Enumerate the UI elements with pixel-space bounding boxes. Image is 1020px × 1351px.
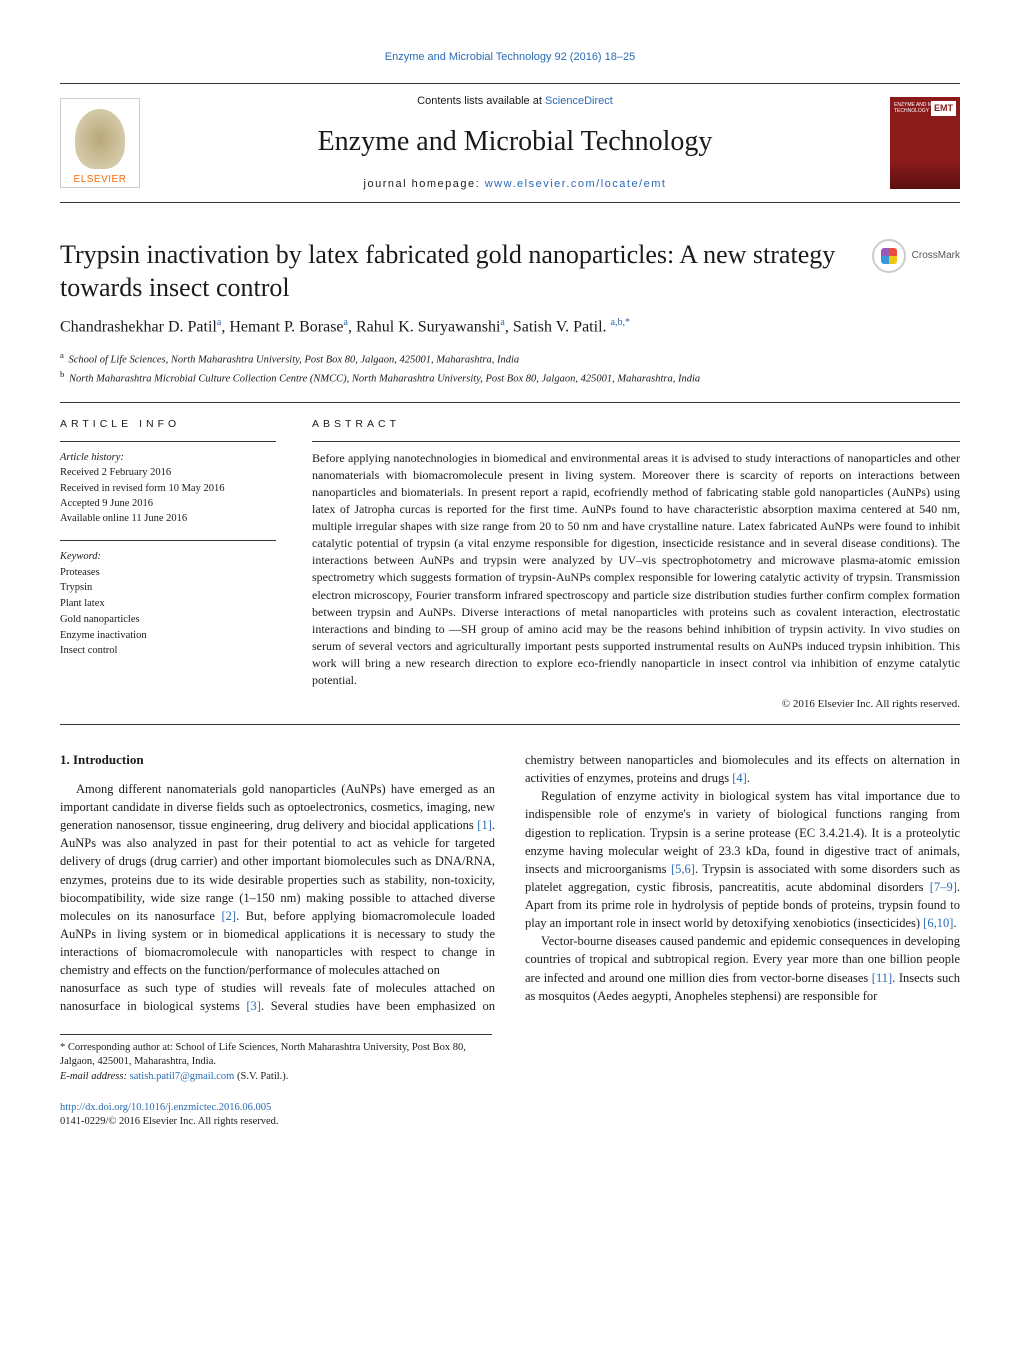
title-row: Trypsin inactivation by latex fabricated… — [60, 239, 960, 304]
abstract-label: ABSTRACT — [312, 417, 960, 432]
citation-link[interactable]: [3] — [246, 999, 261, 1013]
rule — [60, 402, 960, 403]
article-title: Trypsin inactivation by latex fabricated… — [60, 239, 872, 304]
email-line: E-mail address: satish.patil7@gmail.com … — [60, 1070, 492, 1085]
citation-link[interactable]: [5,6] — [671, 862, 695, 876]
history-line: Received 2 February 2016 — [60, 465, 276, 480]
homepage-prefix: journal homepage: — [364, 178, 485, 190]
crossmark-badge[interactable]: CrossMark — [872, 239, 960, 273]
history-line: Available online 11 June 2016 — [60, 511, 276, 526]
citation-link[interactable]: [7–9] — [930, 880, 957, 894]
email-link[interactable]: satish.patil7@gmail.com — [130, 1071, 235, 1082]
abstract-column: ABSTRACT Before applying nanotechnologie… — [312, 417, 960, 713]
rule — [60, 441, 276, 442]
citation-link[interactable]: [2] — [221, 909, 236, 923]
contents-prefix: Contents lists available at — [417, 95, 545, 107]
doi-block: http://dx.doi.org/10.1016/j.enzmictec.20… — [60, 1101, 960, 1130]
affiliation: a School of Life Sciences, North Maharas… — [60, 349, 960, 368]
history-head: Article history: — [60, 450, 276, 465]
email-label: E-mail address: — [60, 1071, 130, 1082]
doi-link[interactable]: http://dx.doi.org/10.1016/j.enzmictec.20… — [60, 1102, 271, 1113]
email-person: (S.V. Patil.). — [234, 1071, 288, 1082]
homepage-line: journal homepage: www.elsevier.com/locat… — [140, 177, 890, 192]
citation-link[interactable]: [11] — [872, 971, 892, 985]
issn-copyright: 0141-0229/© 2016 Elsevier Inc. All right… — [60, 1115, 960, 1130]
citation-link[interactable]: [6,10] — [923, 916, 953, 930]
header-center: Contents lists available at ScienceDirec… — [140, 94, 890, 192]
article-info-column: ARTICLE INFO Article history: Received 2… — [60, 417, 276, 713]
info-abstract-row: ARTICLE INFO Article history: Received 2… — [60, 417, 960, 713]
section-heading-intro: 1. Introduction — [60, 751, 495, 770]
body-para: Vector-bourne diseases caused pandemic a… — [525, 932, 960, 1005]
rule — [60, 540, 276, 541]
affiliations: a School of Life Sciences, North Maharas… — [60, 349, 960, 388]
sciencedirect-link[interactable]: ScienceDirect — [545, 95, 613, 107]
article-info-label: ARTICLE INFO — [60, 417, 276, 432]
history-line: Received in revised form 10 May 2016 — [60, 481, 276, 496]
keyword-head: Keyword: — [60, 549, 276, 564]
homepage-link[interactable]: www.elsevier.com/locate/emt — [485, 178, 667, 190]
article-history: Article history: Received 2 February 201… — [60, 450, 276, 526]
keyword: Plant latex — [60, 596, 276, 612]
body-para: Regulation of enzyme activity in biologi… — [525, 787, 960, 932]
publisher-name: ELSEVIER — [74, 173, 127, 187]
journal-header: ELSEVIER Contents lists available at Sci… — [60, 83, 960, 203]
corresponding-author: * Corresponding author at: School of Lif… — [60, 1041, 492, 1070]
keyword: Insect control — [60, 643, 276, 659]
publisher-logo[interactable]: ELSEVIER — [60, 98, 140, 188]
citation-link[interactable]: [1] — [477, 818, 492, 832]
journal-cover-thumb[interactable]: ENZYME AND MICROBIAL TECHNOLOGY EMT — [890, 97, 960, 189]
contents-line: Contents lists available at ScienceDirec… — [140, 94, 890, 109]
page-root: Enzyme and Microbial Technology 92 (2016… — [0, 0, 1020, 1170]
history-line: Accepted 9 June 2016 — [60, 496, 276, 511]
affiliation: b North Maharashtra Microbial Culture Co… — [60, 368, 960, 387]
keyword: Trypsin — [60, 580, 276, 596]
journal-title: Enzyme and Microbial Technology — [140, 122, 890, 161]
copyright-line: © 2016 Elsevier Inc. All rights reserved… — [312, 697, 960, 712]
crossmark-label: CrossMark — [912, 249, 960, 263]
running-head[interactable]: Enzyme and Microbial Technology 92 (2016… — [60, 50, 960, 65]
body-columns: 1. Introduction Among different nanomate… — [60, 751, 960, 1015]
elsevier-tree-icon — [75, 109, 125, 169]
rule — [312, 441, 960, 442]
abstract-text: Before applying nanotechnologies in biom… — [312, 450, 960, 688]
keyword: Proteases — [60, 565, 276, 581]
body-para: Among different nanomaterials gold nanop… — [60, 780, 495, 979]
keyword: Gold nanoparticles — [60, 612, 276, 628]
cover-badge: EMT — [931, 101, 956, 116]
footnotes: * Corresponding author at: School of Lif… — [60, 1034, 492, 1085]
keywords-block: Keyword: ProteasesTrypsinPlant latexGold… — [60, 549, 276, 659]
authors-line: Chandrashekhar D. Patila, Hemant P. Bora… — [60, 316, 960, 339]
rule — [60, 724, 960, 725]
crossmark-icon — [872, 239, 906, 273]
keyword: Enzyme inactivation — [60, 628, 276, 644]
citation-link[interactable]: [4] — [732, 771, 747, 785]
